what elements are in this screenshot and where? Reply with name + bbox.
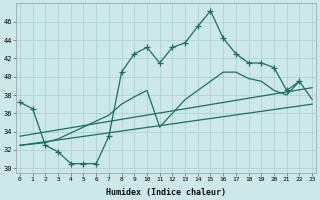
X-axis label: Humidex (Indice chaleur): Humidex (Indice chaleur)	[106, 188, 226, 197]
